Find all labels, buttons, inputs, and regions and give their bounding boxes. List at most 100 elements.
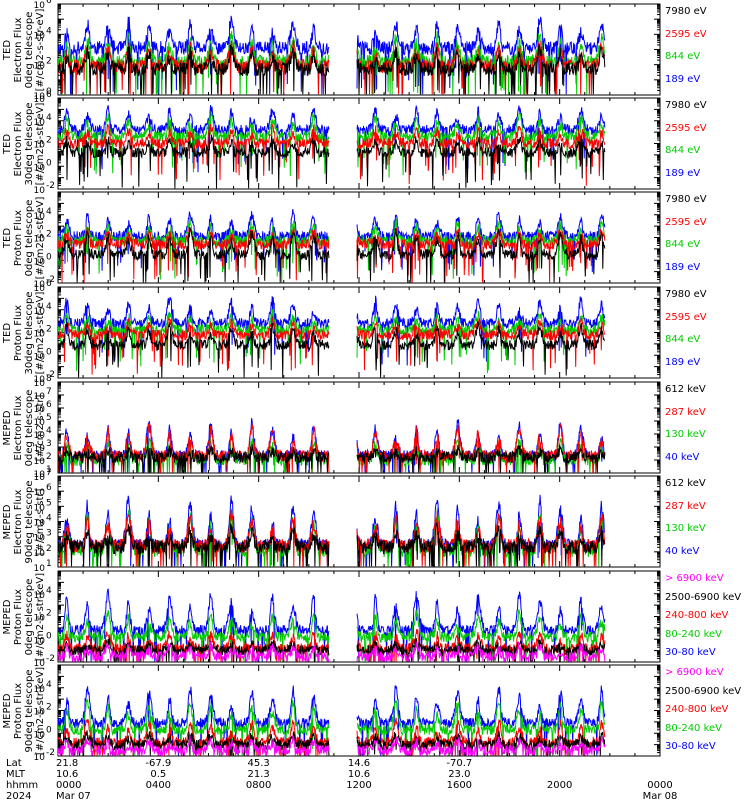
y-tick-label: 10 (34, 62, 46, 72)
footer-hhmm-value: 2000 (546, 780, 573, 791)
footer-hhmm-value: 0400 (145, 780, 172, 791)
legend-entry: 2500-6900 keV (665, 591, 742, 603)
y-axis-title-line: Electron Flux (13, 395, 24, 460)
y-axis-title: TED Electron Flux 0deg telescope [#/cm2-s-s… (2, 0, 46, 100)
y-tick-exponent: 7 (46, 387, 52, 397)
legend-entry: 612 keV (665, 384, 706, 395)
y-tick-exponent: 0 (46, 87, 52, 97)
footer-lat-value: 45.3 (247, 758, 270, 769)
legend-entry: 80-240 keV (665, 628, 723, 640)
legend-entry: 287 keV (665, 500, 706, 512)
y-axis-title-line: MEPED (2, 504, 13, 539)
legend-entry: > 6900 keV (665, 667, 724, 678)
y-tick-label: 10 (34, 186, 46, 196)
y-tick-label: 10 (34, 591, 46, 601)
y-tick-exponent: 2 (46, 452, 52, 462)
y-tick-exponent: 4 (46, 514, 52, 524)
y-tick-label: 10 (34, 163, 46, 173)
legend-entry: 7980 eV (665, 289, 707, 300)
y-tick-exponent: -2 (46, 748, 55, 758)
footer-mlt-value: 23.0 (448, 769, 471, 780)
y-axis-title-line: 0deg telescope (24, 199, 35, 276)
series-line (58, 521, 606, 567)
footer-lat-value: -70.7 (446, 758, 473, 769)
legend-entry: 130 keV (665, 523, 706, 534)
series-line (58, 735, 606, 756)
series-line (58, 123, 606, 186)
footer-mlt-value: 10.6 (347, 769, 371, 780)
footer-hhmm-value: 1600 (446, 780, 473, 791)
y-axis-title: TED Electron Flux 30deg telescope [#/cm2-s-… (2, 94, 46, 194)
y-tick-exponent: 3 (46, 439, 52, 449)
y-axis-title-line: MEPED (2, 599, 13, 634)
y-tick-exponent: 2 (46, 703, 52, 713)
y-tick-label: 10 (34, 257, 46, 267)
footer-lat-value: -67.9 (145, 758, 172, 769)
y-tick-label: 10 (34, 564, 46, 574)
y-tick-exponent: 5 (46, 498, 52, 508)
y-tick-exponent: 2 (46, 325, 52, 335)
y-tick-exponent: 4 (46, 680, 52, 690)
y-axis-title-line: 0deg telescope (24, 389, 35, 466)
y-tick-exponent: 0 (46, 347, 52, 357)
y-axis-title-line: TED (2, 39, 13, 60)
y-tick-label: 10 (34, 375, 46, 385)
y-tick-exponent: 4 (46, 207, 52, 217)
y-tick-exponent: 6 (46, 0, 52, 6)
footer-lat-value: 21.8 (56, 758, 79, 769)
series-line (58, 685, 606, 756)
legend-entry: 189 eV (665, 356, 701, 368)
legend-entry: 2595 eV (665, 122, 707, 134)
y-axis-title-line: Proton Flux (13, 588, 24, 645)
footer-label-lat: Lat (6, 758, 22, 769)
y-tick-label: 10 (34, 534, 46, 544)
y-axis-title-line: Proton Flux (13, 304, 24, 361)
legend-entry: 7980 eV (665, 194, 707, 205)
y-tick-exponent: 2 (46, 230, 52, 240)
y-tick-exponent: 2 (46, 136, 52, 146)
y-tick-exponent: 4 (46, 302, 52, 312)
y-axis-title-line: Electron Flux (13, 489, 24, 554)
y-tick-exponent: 2 (46, 609, 52, 619)
footer-row-labels: Lat MLT hhmm 2024 (6, 758, 38, 802)
y-tick-exponent: 5 (46, 413, 52, 423)
y-tick-exponent: 6 (46, 279, 52, 289)
y-tick-label: 10 (34, 488, 46, 498)
legend-entry: 7980 eV (665, 100, 707, 111)
y-axis-title-line: TED (2, 322, 13, 343)
legend-entry: 30-80 keV (665, 647, 716, 658)
y-tick-exponent: 0 (46, 631, 52, 641)
y-tick-exponent: 3 (46, 529, 52, 539)
y-tick-label: 10 (34, 685, 46, 695)
y-tick-exponent: -2 (46, 370, 55, 380)
y-tick-label: 10 (34, 330, 46, 340)
y-tick-exponent: 4 (46, 113, 52, 123)
y-tick-exponent: 1 (46, 465, 52, 475)
y-tick-exponent: -2 (46, 654, 55, 664)
series-line (58, 321, 605, 378)
y-tick-label: 10 (34, 307, 46, 317)
y-axis-title-line: [#/cm2-s-str-keV] (35, 666, 46, 755)
legend-entry: 2595 eV (665, 311, 707, 323)
y-axis-title-line: 90deg telescope (24, 668, 35, 753)
legend-entry: 189 eV (665, 261, 701, 273)
y-tick-label: 10 (34, 730, 46, 740)
y-tick-exponent: 0 (46, 725, 52, 735)
footer-hhmm-value: 0000 (647, 780, 673, 791)
y-tick-exponent: 7 (46, 468, 52, 478)
y-tick-label: 10 (34, 659, 46, 669)
y-tick-exponent: 6 (46, 90, 52, 100)
y-tick-exponent: 2 (46, 544, 52, 554)
series-line (58, 227, 606, 283)
y-tick-label: 10 (34, 280, 46, 290)
legend-entry: 189 eV (665, 167, 701, 179)
footer-date-end: Mar 08 (642, 791, 678, 802)
footer-hhmm-value: 0000 (56, 780, 82, 791)
y-tick-label: 10 (34, 379, 46, 389)
